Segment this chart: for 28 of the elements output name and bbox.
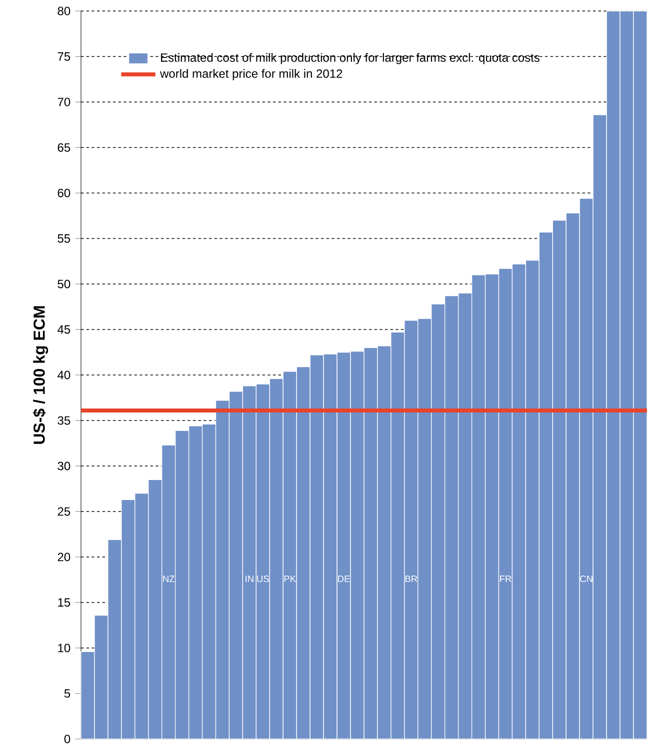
legend-label: world market price for milk in 2012 <box>160 69 342 80</box>
y-tick-label: 80 <box>58 6 70 16</box>
y-tick-label: 55 <box>58 234 70 243</box>
y-tick-label: 75 <box>58 52 70 61</box>
x-tick-label: IN <box>246 576 254 582</box>
x-tick-label: US <box>257 576 269 582</box>
y-tick-label: 25 <box>58 507 70 516</box>
legend-label: Estimated cost of milk production only for larger farms excl. quota costs <box>161 53 540 64</box>
y-tick-label: 5 <box>64 689 70 698</box>
y-axis-title: US-$ / 100 kg ECM <box>32 306 48 444</box>
y-tick-label: 0 <box>64 734 70 744</box>
y-tick-label: 50 <box>58 280 70 288</box>
x-tick-label: PK <box>284 576 296 582</box>
y-tick-label: 45 <box>58 325 70 334</box>
y-tick-label: 60 <box>58 188 70 198</box>
y-tick-label: 35 <box>58 416 70 425</box>
x-tick-label: NZ <box>163 576 175 582</box>
x-tick-label: FR <box>500 576 512 582</box>
y-tick-label: 30 <box>58 462 70 470</box>
x-tick-label: BR <box>405 576 418 582</box>
y-tick-label: 70 <box>58 98 70 106</box>
y-tick-label: 40 <box>58 370 70 380</box>
y-tick-label: 15 <box>58 598 70 607</box>
y-tick-label: 20 <box>58 552 70 562</box>
y-tick-label: 65 <box>58 143 70 152</box>
y-tick-label: 10 <box>58 644 70 652</box>
x-tick-label: CN <box>580 576 592 582</box>
x-tick-label: DE <box>338 576 350 582</box>
